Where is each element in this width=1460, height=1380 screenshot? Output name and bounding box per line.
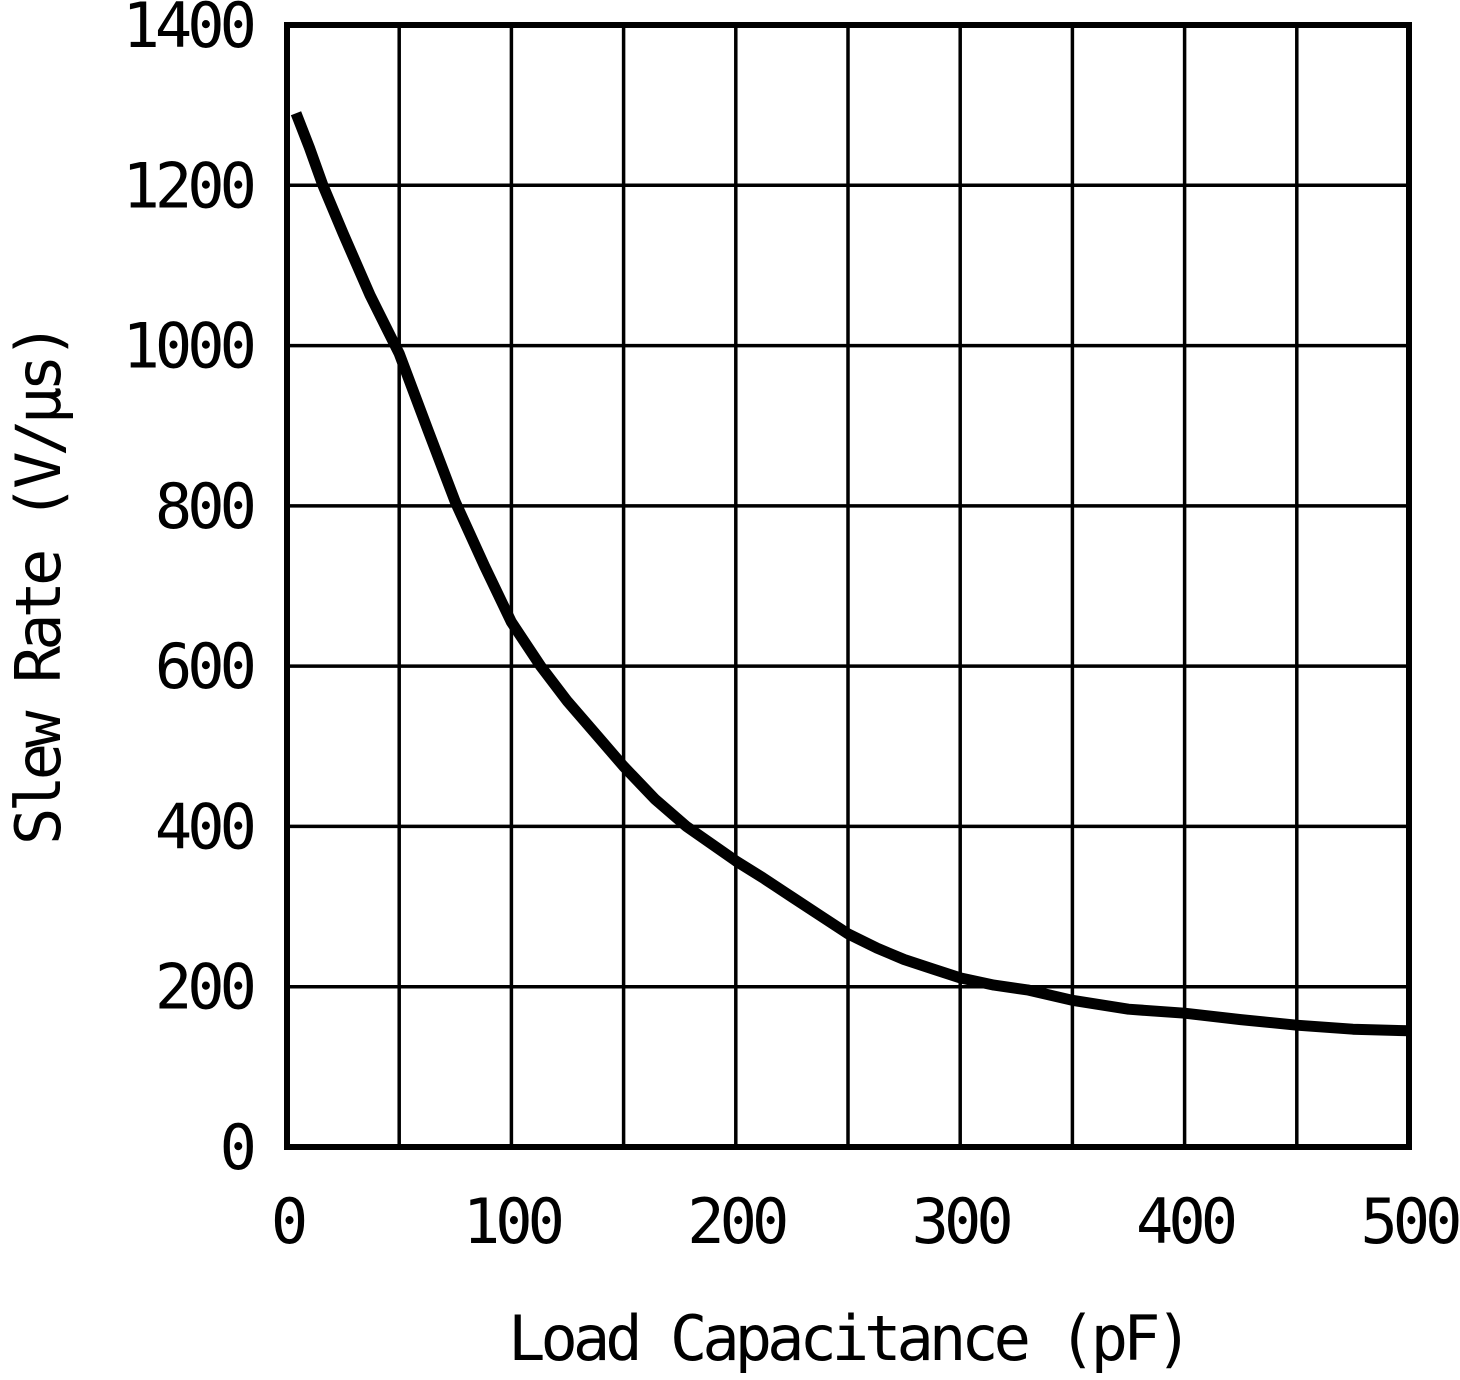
y-tick-label: 1200 xyxy=(123,149,254,222)
curve-layer xyxy=(290,111,1410,1037)
grid-layer xyxy=(287,25,1409,1147)
x-tick-label: 100 xyxy=(463,1185,562,1258)
plot-border xyxy=(284,22,1412,1150)
slew-rate-curve xyxy=(290,111,1410,1037)
y-tick-label: 0 xyxy=(220,1111,254,1184)
x-tick-label: 200 xyxy=(687,1185,786,1258)
x-axis-title: Load Capacitance (pF) xyxy=(508,1302,1188,1375)
y-tick-label: 1000 xyxy=(123,310,254,383)
y-tick-label: 800 xyxy=(155,470,254,543)
x-tick-label: 500 xyxy=(1360,1185,1459,1258)
tick-labels-layer: 0 100 200 300 400 500 0 200 400 600 800 1000 1200 140… xyxy=(123,0,1460,1258)
x-tick-label: 0 xyxy=(271,1185,305,1258)
x-tick-label: 400 xyxy=(1136,1185,1235,1258)
y-tick-label: 600 xyxy=(155,630,254,703)
y-tick-label: 400 xyxy=(155,790,254,863)
y-tick-label: 1400 xyxy=(123,0,254,62)
y-axis-title: Slew Rate (V/µs) xyxy=(2,327,75,845)
x-tick-label: 300 xyxy=(912,1185,1011,1258)
y-tick-label: 200 xyxy=(155,951,254,1024)
